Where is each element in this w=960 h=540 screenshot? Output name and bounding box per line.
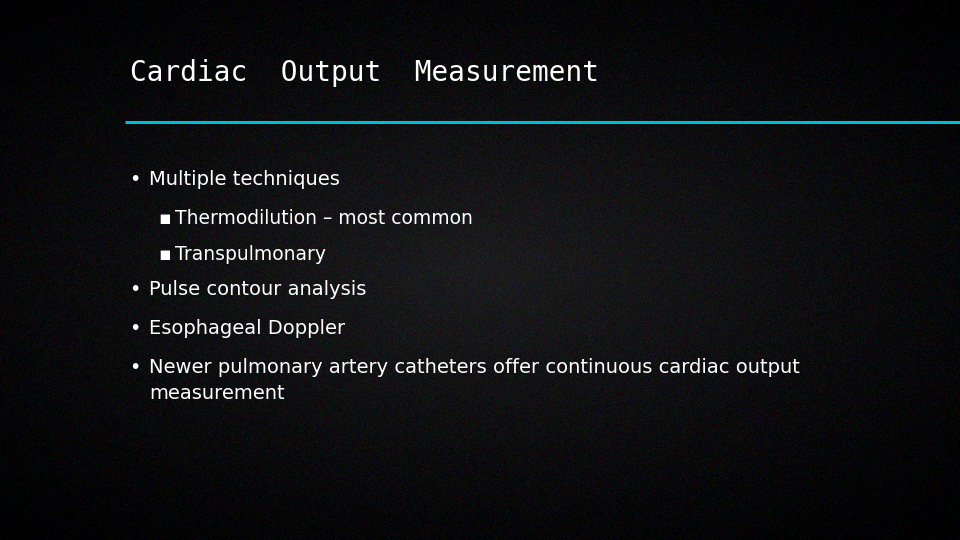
Text: Pulse contour analysis: Pulse contour analysis	[149, 280, 366, 299]
Text: •: •	[130, 358, 141, 377]
Text: Transpulmonary: Transpulmonary	[175, 245, 325, 264]
Text: ▪: ▪	[158, 245, 171, 264]
Text: Esophageal Doppler: Esophageal Doppler	[149, 319, 345, 338]
Text: Newer pulmonary artery catheters offer continuous cardiac output: Newer pulmonary artery catheters offer c…	[149, 358, 800, 377]
Text: Thermodilution – most common: Thermodilution – most common	[175, 209, 472, 228]
Text: •: •	[130, 170, 141, 189]
Text: •: •	[130, 319, 141, 338]
Text: ▪: ▪	[158, 209, 171, 228]
Text: Cardiac  Output  Measurement: Cardiac Output Measurement	[130, 59, 599, 87]
Text: Multiple techniques: Multiple techniques	[149, 170, 340, 189]
Text: measurement: measurement	[149, 384, 284, 403]
Text: •: •	[130, 280, 141, 299]
